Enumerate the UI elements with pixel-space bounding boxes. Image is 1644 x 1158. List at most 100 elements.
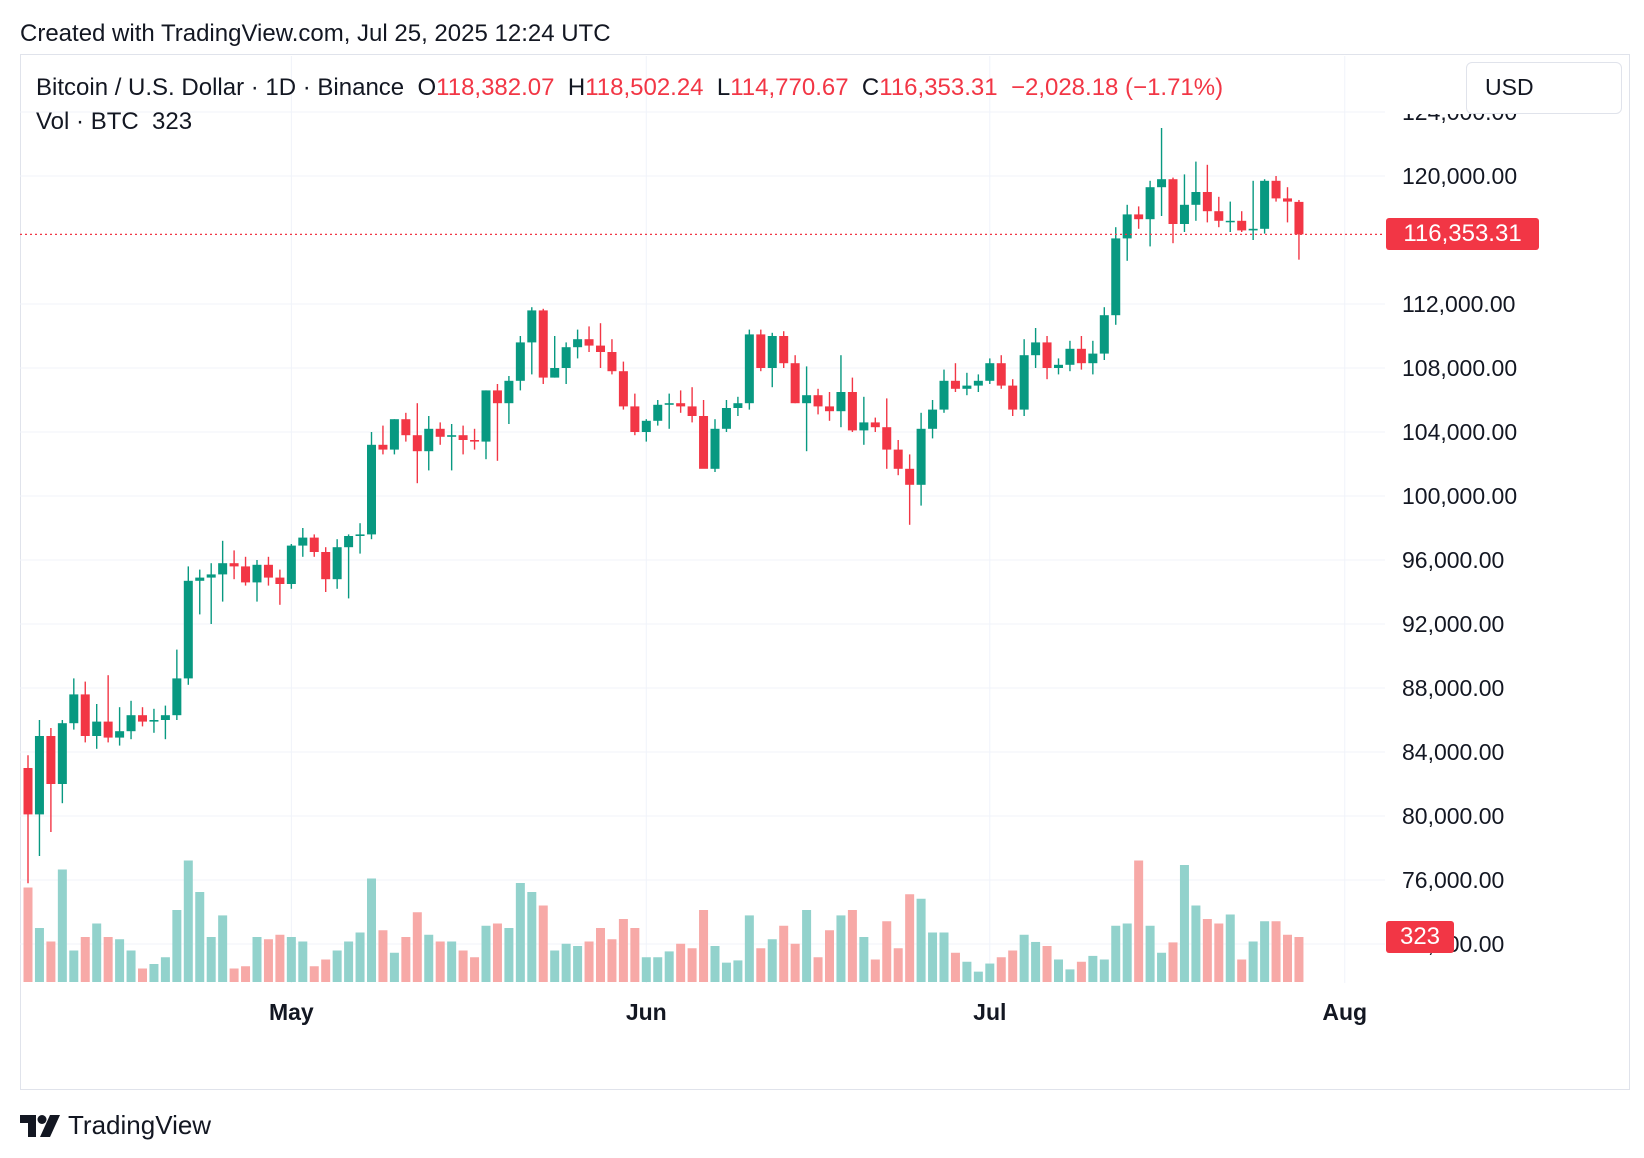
volume-bar	[1179, 865, 1189, 982]
volume-bar	[1145, 925, 1155, 982]
candle-body	[813, 395, 823, 407]
y-tick-label: 108,000.00	[1402, 355, 1517, 381]
volume-bar	[367, 878, 376, 982]
volume-bar	[527, 892, 537, 982]
volume-bar	[1214, 923, 1224, 982]
candle-body	[1237, 220, 1247, 231]
volume-bar	[46, 941, 56, 982]
candle-body	[183, 580, 193, 679]
volume-bar	[435, 941, 445, 982]
volume-bar	[1168, 942, 1178, 982]
candle-body	[412, 435, 422, 452]
volume-bar	[573, 946, 583, 982]
candle-body	[195, 577, 205, 581]
volume-bar	[1088, 955, 1098, 982]
volume-bar	[447, 941, 457, 982]
candle-body	[767, 336, 777, 368]
candle-body	[355, 534, 365, 536]
tradingview-brand[interactable]: TradingView	[20, 1110, 211, 1141]
candle-body	[607, 352, 617, 372]
candle-body	[1099, 315, 1109, 354]
candle-body	[687, 406, 697, 416]
candle-body	[847, 392, 857, 431]
candle-body	[1054, 364, 1063, 368]
volume-legend-value: 323	[152, 108, 193, 135]
candle-body	[584, 339, 594, 346]
candle-body	[1145, 187, 1155, 220]
candle-body	[321, 552, 331, 580]
y-tick-label: 76,000.00	[1402, 867, 1504, 893]
volume-bar	[962, 961, 972, 982]
candle-body	[1065, 348, 1075, 365]
volume-bar	[321, 959, 331, 982]
volume-bar	[515, 883, 525, 982]
volume-bar	[1099, 959, 1109, 982]
volume-bar	[1122, 923, 1132, 982]
candle-body	[1191, 192, 1201, 205]
y-tick-label: 84,000.00	[1402, 739, 1504, 765]
candle-body	[538, 310, 548, 378]
legend-open-value: 118,382.07	[436, 74, 555, 101]
candle-body	[504, 380, 514, 404]
candle-body	[115, 731, 125, 738]
y-tick-label: 88,000.00	[1402, 675, 1504, 701]
volume-bar	[1248, 941, 1258, 982]
chart-frame	[20, 54, 1630, 1090]
candle-body	[561, 347, 571, 368]
candle-body	[401, 419, 411, 436]
last-volume-badge: 323	[1386, 921, 1454, 953]
volume-bar	[332, 950, 342, 982]
volume-bar	[825, 930, 834, 982]
volume-bar	[470, 957, 480, 982]
volume-bar	[389, 952, 399, 982]
candle-body	[950, 380, 960, 389]
volume-bar	[458, 950, 468, 982]
candle-body	[836, 392, 846, 412]
candle-body	[1111, 238, 1121, 316]
volume-bar	[928, 932, 938, 982]
candle-body	[939, 380, 949, 410]
volume-bar	[687, 948, 697, 982]
volume-bar	[1283, 934, 1292, 982]
candle-body	[630, 406, 640, 432]
volume-bar	[584, 941, 594, 982]
candle-body	[298, 537, 308, 546]
x-tick-label: May	[269, 999, 314, 1025]
candle-body	[882, 427, 892, 450]
volume-bar	[630, 928, 640, 982]
candle-body	[1294, 201, 1304, 235]
candle-body	[229, 563, 239, 567]
candle-body	[263, 564, 273, 578]
candle-body	[664, 403, 674, 405]
created-with-caption: Created with TradingView.com, Jul 25, 20…	[20, 20, 611, 47]
legend-high-label: H	[567, 74, 586, 101]
volume-bar	[905, 894, 915, 982]
candle-body	[1202, 192, 1212, 212]
candle-body	[573, 339, 583, 348]
legend-close-value: 116,353.31	[879, 74, 998, 101]
volume-bar	[1008, 950, 1018, 982]
volume-bar	[733, 960, 743, 982]
candle-body	[1008, 385, 1018, 410]
candle-body	[721, 408, 731, 429]
volume-bar	[790, 943, 800, 982]
candle-body	[1134, 214, 1144, 220]
candle-body	[332, 547, 342, 580]
volume-bar	[252, 937, 262, 982]
candle-body	[905, 468, 915, 485]
candle-body	[996, 363, 1006, 386]
volume-bar	[378, 930, 388, 982]
candle-body	[481, 390, 491, 442]
currency-button[interactable]: USD	[1466, 62, 1622, 114]
candle-body	[69, 694, 79, 724]
candle-body	[126, 715, 136, 732]
legend-symbol[interactable]: Bitcoin / U.S. Dollar · 1D · Binance	[36, 74, 405, 101]
candle-body	[470, 440, 480, 442]
volume-bar	[996, 957, 1006, 982]
volume-bar	[1031, 941, 1041, 982]
volume-legend-label[interactable]: Vol · BTC	[36, 108, 139, 135]
candle-body	[458, 435, 468, 440]
volume-bar	[1202, 919, 1212, 982]
volume-bar	[355, 932, 365, 982]
